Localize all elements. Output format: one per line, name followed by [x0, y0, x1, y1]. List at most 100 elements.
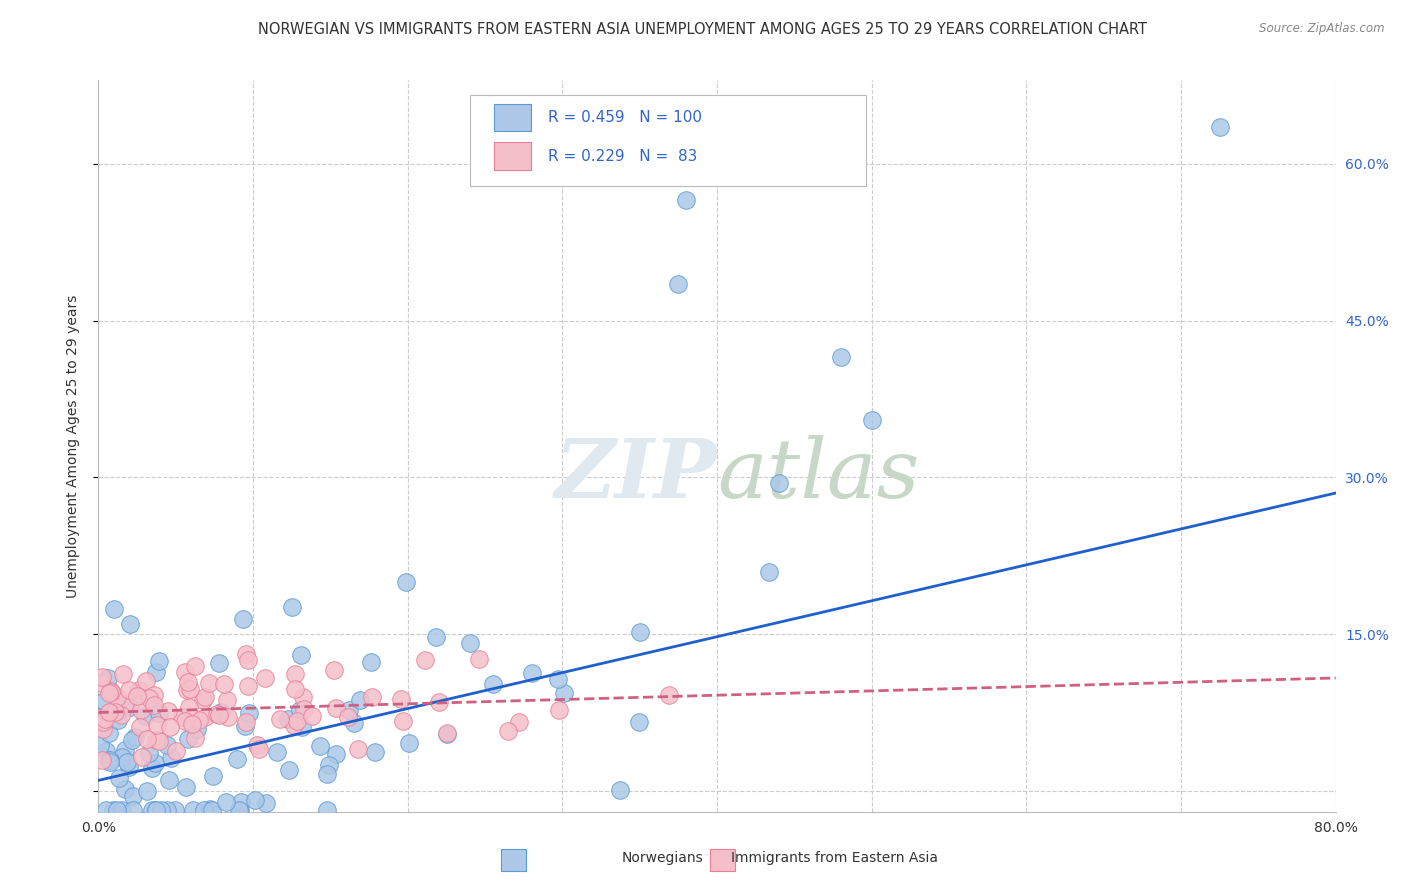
Point — [145, 665, 167, 679]
Point — [247, 742, 270, 756]
Point — [349, 692, 371, 706]
Point — [458, 636, 481, 650]
Point — [90, 676, 112, 690]
Point — [145, 803, 167, 817]
Point — [91, 715, 114, 730]
Point — [177, 675, 200, 690]
Point — [111, 666, 134, 681]
Point — [183, 658, 205, 673]
Point — [246, 738, 269, 752]
Point — [238, 706, 260, 720]
Point — [135, 731, 157, 746]
Point — [114, 743, 136, 757]
Point — [609, 782, 631, 797]
Point — [114, 782, 136, 797]
Point — [100, 753, 122, 767]
Point — [427, 695, 450, 709]
Point — [193, 803, 215, 817]
Point — [548, 703, 571, 717]
Point — [323, 664, 346, 678]
Point — [364, 745, 387, 759]
Point — [235, 648, 257, 662]
Point — [98, 685, 121, 699]
Point — [226, 752, 249, 766]
Point — [202, 769, 225, 783]
Point — [141, 803, 163, 817]
Point — [122, 789, 145, 803]
Point — [100, 685, 122, 699]
Point — [101, 803, 124, 817]
Point — [1208, 120, 1232, 135]
FancyBboxPatch shape — [470, 95, 866, 186]
Point — [181, 717, 204, 731]
Point — [114, 698, 136, 712]
Point — [121, 803, 143, 817]
Point — [191, 693, 214, 707]
Point — [290, 703, 312, 717]
Point — [389, 692, 412, 706]
Point — [413, 653, 436, 667]
Point — [398, 736, 420, 750]
Point — [360, 690, 382, 704]
Point — [395, 575, 418, 590]
Point — [285, 714, 308, 729]
Point — [228, 803, 250, 817]
Point — [129, 720, 152, 734]
Point — [205, 706, 228, 721]
Point — [553, 685, 575, 699]
Point — [90, 710, 112, 724]
Point — [165, 744, 187, 758]
Point — [172, 710, 194, 724]
Point — [284, 666, 307, 681]
Point — [229, 795, 252, 809]
Point — [184, 731, 207, 745]
Point — [291, 720, 314, 734]
Point — [97, 671, 120, 685]
Point — [177, 732, 200, 747]
Point — [266, 745, 288, 759]
Point — [107, 771, 129, 785]
Point — [254, 796, 277, 810]
Point — [208, 657, 231, 671]
Point — [758, 565, 780, 579]
Point — [269, 713, 291, 727]
Point — [179, 681, 201, 696]
Point — [194, 710, 217, 724]
Point — [118, 617, 141, 632]
Point — [160, 750, 183, 764]
Point — [238, 653, 260, 667]
Point — [481, 677, 503, 691]
FancyBboxPatch shape — [495, 103, 531, 131]
Point — [111, 803, 134, 817]
Point — [159, 719, 181, 733]
Point — [209, 705, 232, 719]
Point — [89, 738, 111, 752]
Point — [94, 744, 117, 758]
Point — [97, 726, 120, 740]
Point — [98, 755, 121, 769]
Point — [508, 715, 530, 730]
Point — [215, 795, 238, 809]
Point — [100, 684, 122, 698]
Point — [318, 758, 340, 772]
Point — [547, 672, 569, 686]
Point — [233, 719, 256, 733]
Point — [142, 698, 165, 712]
Point — [91, 670, 114, 684]
Point — [228, 803, 250, 817]
Point — [315, 766, 337, 780]
Point — [347, 741, 370, 756]
Point — [148, 706, 170, 720]
Point — [217, 710, 239, 724]
Point — [176, 682, 198, 697]
Point — [138, 690, 160, 705]
Point — [498, 723, 520, 738]
Point — [212, 677, 235, 691]
Point — [145, 733, 167, 747]
Point — [436, 726, 458, 740]
Point — [131, 750, 153, 764]
Point — [90, 753, 112, 767]
Text: NORWEGIAN VS IMMIGRANTS FROM EASTERN ASIA UNEMPLOYMENT AMONG AGES 25 TO 29 YEARS: NORWEGIAN VS IMMIGRANTS FROM EASTERN ASI… — [259, 22, 1147, 37]
Point — [94, 803, 117, 817]
Point — [128, 682, 150, 697]
